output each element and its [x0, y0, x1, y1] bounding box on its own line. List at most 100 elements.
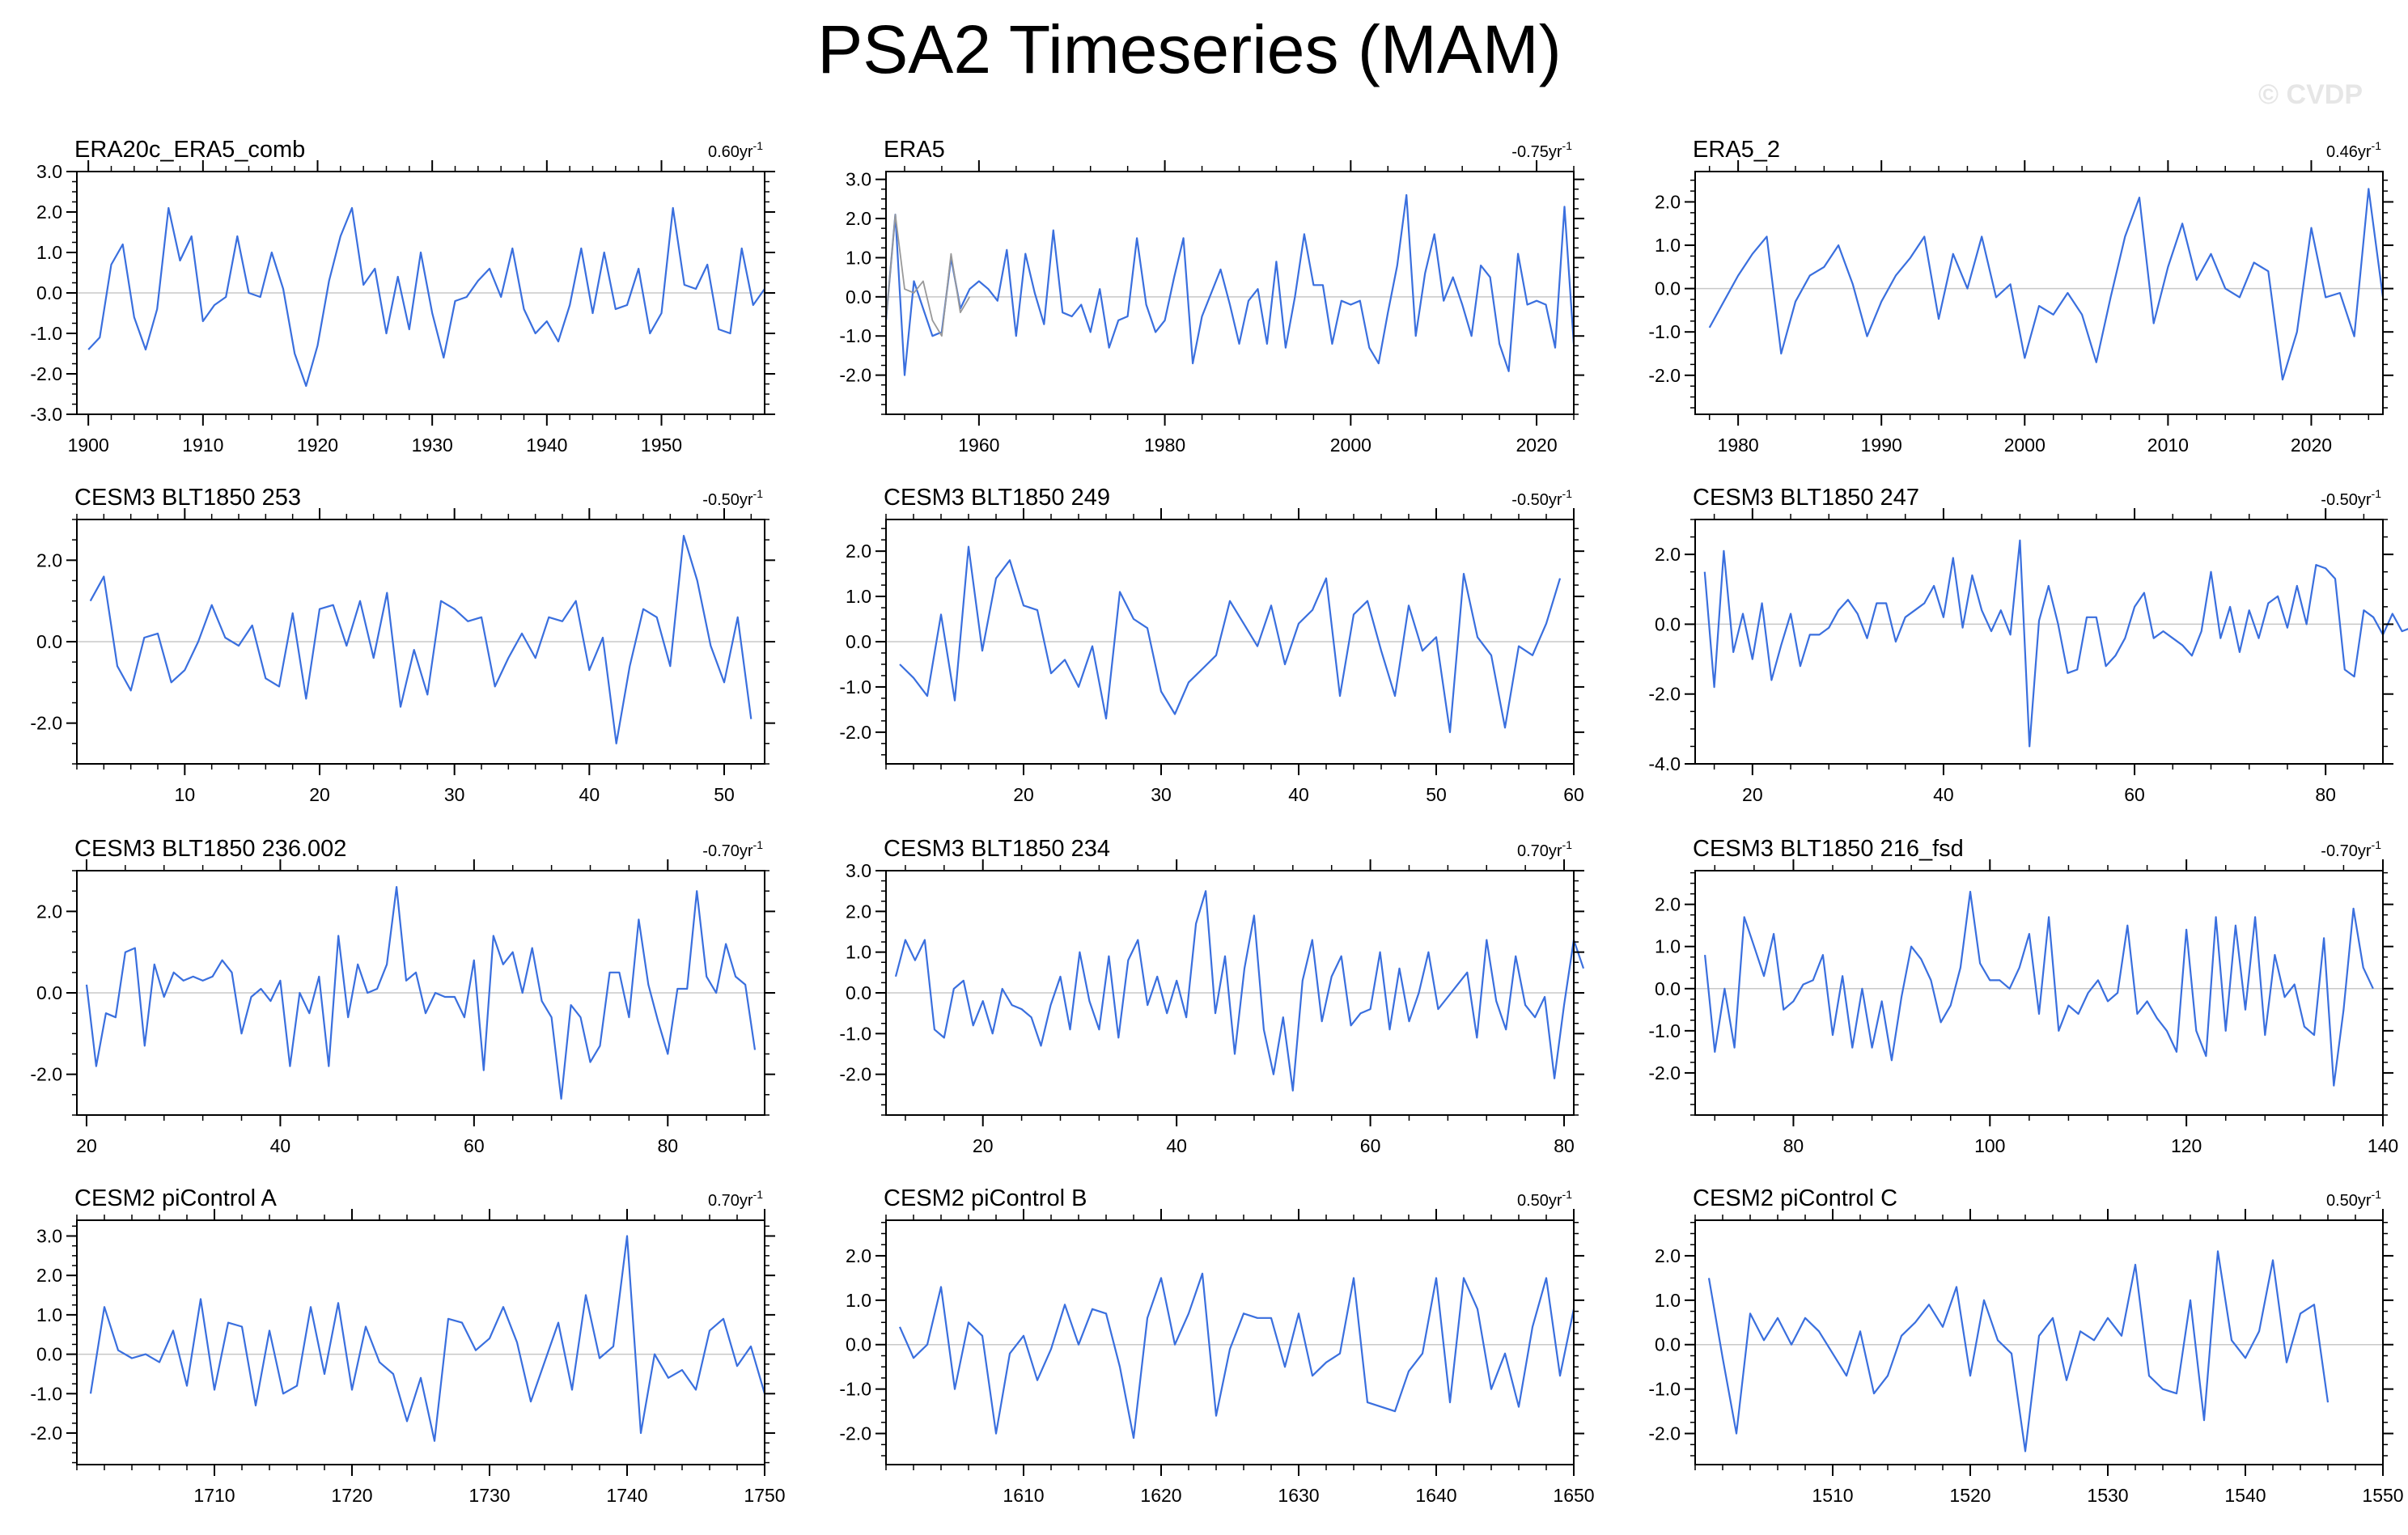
x-tick-label: 80: [1554, 1135, 1575, 1156]
series-line: [85, 885, 757, 1100]
chart-panel: CESM2 piControl A 0.70yr-1 -2.0 -1.0 0.0 1.0 2…: [30, 1185, 785, 1506]
panel-title: CESM3 BLT1850 236.002: [74, 836, 346, 862]
y-tick-label: 1.0: [36, 1304, 62, 1325]
x-tick-label: 1710: [193, 1485, 235, 1506]
x-tick-label: 1630: [1278, 1485, 1319, 1506]
trend-label: -0.50yr-1: [2321, 487, 2381, 509]
y-tick-label: -2.0: [30, 1423, 62, 1444]
x-tick-label: 40: [1288, 784, 1309, 805]
panel-grid: ERA20c_ERA5_comb 0.60yr-1 -3.0 -2.0 -1.0 0.0 1…: [30, 137, 2408, 1506]
y-tick-label: 3.0: [846, 860, 871, 881]
y-tick-label: 1.0: [1655, 235, 1681, 256]
chart-panel: CESM3 BLT1850 236.002 -0.70yr-1 -2.0 0.0 2.0…: [30, 836, 775, 1156]
panel-title: ERA20c_ERA5_comb: [74, 137, 305, 163]
y-tick-label: 1.0: [1655, 936, 1681, 957]
x-tick-label: 2020: [2291, 435, 2332, 456]
x-tick-label: 1610: [1003, 1485, 1044, 1506]
series-line: [898, 1272, 1575, 1440]
series-line: [1704, 890, 2374, 1087]
panel-title: CESM3 BLT1850 234: [884, 836, 1110, 862]
y-tick-label: 0.0: [36, 282, 62, 303]
y-tick-label: 0.0: [36, 982, 62, 1003]
y-tick-label: 1.0: [1655, 1290, 1681, 1311]
x-tick-label: 40: [270, 1135, 291, 1156]
x-tick-label: 1980: [1144, 435, 1185, 456]
trend-label: 0.50yr-1: [1517, 1188, 1572, 1210]
x-tick-label: 40: [1933, 784, 1954, 805]
y-tick-label: 0.0: [36, 1344, 62, 1365]
y-tick-label: -1.0: [30, 1383, 62, 1404]
x-tick-label: 1720: [331, 1485, 372, 1506]
y-tick-label: -2.0: [839, 1423, 871, 1444]
y-tick-label: -3.0: [30, 404, 62, 425]
y-tick-label: -1.0: [839, 676, 871, 698]
x-tick-label: 120: [2171, 1135, 2202, 1156]
x-tick-label: 1650: [1553, 1485, 1594, 1506]
trend-label: 0.70yr-1: [1517, 838, 1572, 860]
y-tick-label: -2.0: [839, 1064, 871, 1085]
y-tick-label: 3.0: [36, 1225, 62, 1246]
trend-label: -0.50yr-1: [1511, 487, 1572, 509]
y-tick-label: 1.0: [846, 247, 871, 268]
y-tick-label: -1.0: [839, 1023, 871, 1044]
y-tick-label: 2.0: [36, 201, 62, 223]
x-tick-label: 1960: [958, 435, 999, 456]
y-tick-label: -2.0: [30, 1064, 62, 1085]
series-line: [1703, 539, 2408, 748]
panel-title: CESM3 BLT1850 216_fsd: [1693, 836, 1964, 862]
x-tick-label: 2000: [1330, 435, 1371, 456]
x-tick-label: 1920: [297, 435, 338, 456]
series-line: [1708, 188, 2385, 381]
figure-title: PSA2 Timeseries (MAM): [817, 11, 1562, 87]
x-tick-label: 20: [973, 1135, 994, 1156]
y-tick-label: 0.0: [846, 1334, 871, 1355]
plot-frame: [885, 171, 1575, 415]
x-tick-label: 60: [464, 1135, 485, 1156]
y-tick-label: 1.0: [846, 942, 871, 963]
y-tick-label: -1.0: [30, 323, 62, 344]
y-tick-label: 2.0: [1655, 544, 1681, 565]
x-tick-label: 20: [1742, 784, 1763, 805]
y-tick-label: -1.0: [839, 1379, 871, 1400]
trend-label: -0.70yr-1: [2321, 838, 2381, 860]
x-tick-label: 40: [1166, 1135, 1187, 1156]
y-tick-label: -4.0: [1648, 753, 1681, 774]
x-tick-label: 1620: [1140, 1485, 1181, 1506]
x-tick-label: 20: [76, 1135, 97, 1156]
y-tick-label: 0.0: [1655, 613, 1681, 634]
y-tick-label: -1.0: [839, 325, 871, 346]
x-tick-label: 40: [579, 784, 600, 805]
y-tick-label: 0.0: [846, 631, 871, 652]
y-tick-label: 2.0: [1655, 1245, 1681, 1266]
x-tick-label: 30: [1151, 784, 1172, 805]
plot-frame: [1694, 171, 2384, 415]
panel-title: CESM2 piControl A: [74, 1185, 277, 1211]
y-tick-label: 2.0: [1655, 192, 1681, 213]
x-tick-label: 60: [1563, 784, 1584, 805]
y-tick-label: -2.0: [1648, 684, 1681, 705]
y-tick-label: 2.0: [36, 1265, 62, 1286]
chart-panel: CESM3 BLT1850 234 0.70yr-1 -2.0 -1.0 0.0 1.0 2…: [839, 836, 1585, 1156]
series-line: [899, 545, 1562, 734]
panel-title: CESM3 BLT1850 253: [74, 485, 301, 511]
x-tick-label: 1550: [2362, 1485, 2403, 1506]
trend-label: -0.75yr-1: [1511, 139, 1572, 161]
chart-panel: CESM3 BLT1850 247 -0.50yr-1 -4.0 -2.0 0.0 2.0…: [1648, 485, 2408, 805]
x-tick-label: 1540: [2224, 1485, 2266, 1506]
y-tick-label: 2.0: [846, 1245, 871, 1266]
y-tick-label: -1.0: [1648, 1379, 1681, 1400]
plot-frame: [1694, 1219, 2384, 1465]
panel-title: CESM3 BLT1850 247: [1693, 485, 1919, 511]
y-tick-label: 1.0: [846, 586, 871, 607]
x-tick-label: 1930: [412, 435, 453, 456]
panel-title: ERA5_2: [1693, 137, 1780, 163]
y-tick-label: -2.0: [839, 365, 871, 386]
y-tick-label: 3.0: [36, 161, 62, 182]
y-tick-label: -2.0: [1648, 365, 1681, 386]
x-tick-label: 1910: [182, 435, 223, 456]
x-tick-label: 80: [657, 1135, 678, 1156]
panel-title: CESM3 BLT1850 249: [884, 485, 1110, 511]
chart-panel: CESM3 BLT1850 249 -0.50yr-1 -2.0 -1.0 0.0 1.0…: [839, 485, 1584, 805]
series-line: [894, 890, 1585, 1092]
